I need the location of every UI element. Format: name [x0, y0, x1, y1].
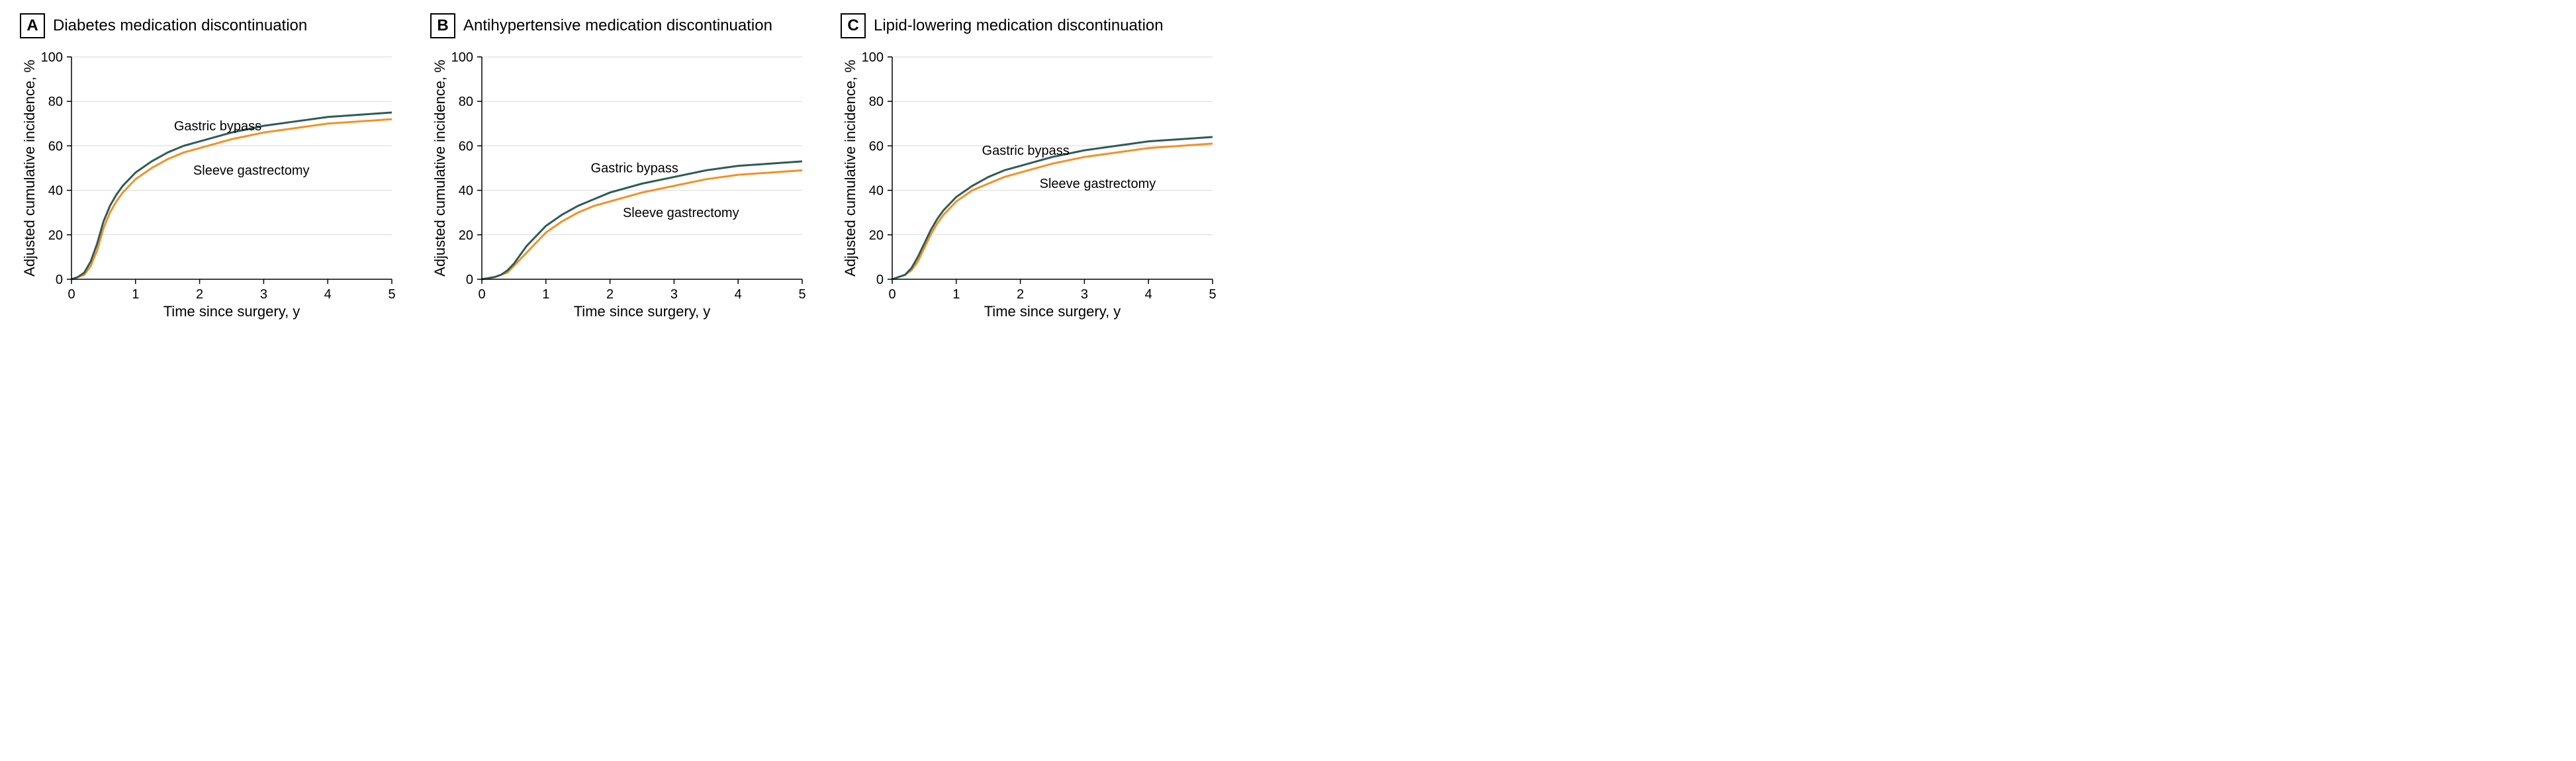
y-tick-label: 0 [876, 273, 884, 287]
chart: Gastric bypass Sleeve gastrectomy 0 1 2 3 4 5 0 2… [841, 48, 1224, 326]
x-axis-title: Time since surgery, y [574, 303, 711, 320]
y-tick-label: 40 [869, 184, 884, 199]
panel-a: A Diabetes medication discontinuation Gast… [20, 13, 404, 326]
panel-header: C Lipid-lowering medication discontinuati… [841, 13, 1224, 38]
y-tick-label: 0 [56, 273, 63, 287]
y-tick-label: 60 [459, 139, 473, 154]
x-tick-label: 4 [1145, 287, 1152, 302]
series-label: Sleeve gastrectomy [193, 163, 310, 178]
y-tick-label: 60 [48, 139, 63, 154]
x-tick-label: 1 [132, 287, 139, 302]
chart-svg: Gastric bypass Sleeve gastrectomy 0 1 2 3 4 5 0 2… [20, 48, 404, 326]
x-tick-label: 5 [1209, 287, 1216, 302]
x-axis-title: Time since surgery, y [163, 303, 300, 320]
x-tick-label: 3 [670, 287, 678, 302]
chart-svg: Gastric bypass Sleeve gastrectomy 0 1 2 3 4 5 0 2… [430, 48, 814, 326]
x-tick-label: 0 [888, 287, 896, 302]
series-label: Sleeve gastrectomy [623, 206, 739, 220]
x-tick-label: 2 [196, 287, 203, 302]
x-tick-label: 0 [68, 287, 75, 302]
panel-b: B Antihypertensive medication discontinua… [430, 13, 814, 326]
chart-svg: Gastric bypass Sleeve gastrectomy 0 1 2 3 4 5 0 2… [841, 48, 1224, 326]
y-tick-label: 20 [869, 228, 884, 243]
y-tick-label: 20 [459, 228, 473, 243]
x-tick-label: 2 [1017, 287, 1024, 302]
panel-header: A Diabetes medication discontinuation [20, 13, 404, 38]
x-tick-label: 0 [478, 287, 485, 302]
y-tick-label: 100 [451, 50, 473, 65]
x-tick-label: 4 [324, 287, 332, 302]
series-line [482, 170, 802, 279]
series-label: Gastric bypass [591, 161, 678, 176]
x-tick-label: 3 [1081, 287, 1088, 302]
y-tick-label: 40 [459, 184, 473, 199]
x-tick-label: 4 [735, 287, 742, 302]
panel-title: Lipid-lowering medication discontinuatio… [874, 17, 1164, 35]
panel-title: Diabetes medication discontinuation [53, 17, 307, 35]
y-tick-label: 80 [48, 95, 63, 109]
y-tick-label: 80 [459, 95, 473, 109]
chart: Gastric bypass Sleeve gastrectomy 0 1 2 3 4 5 0 2… [430, 48, 814, 326]
x-tick-label: 1 [542, 287, 549, 302]
y-axis-title: Adjusted cumulative incidence, % [21, 60, 38, 277]
series-line [892, 137, 1213, 279]
y-tick-label: 40 [48, 184, 63, 199]
chart: Gastric bypass Sleeve gastrectomy 0 1 2 3 4 5 0 2… [20, 48, 404, 326]
y-axis-title: Adjusted cumulative incidence, % [432, 60, 448, 277]
series-line [482, 161, 802, 279]
series-label: Gastric bypass [174, 119, 261, 134]
y-tick-label: 100 [862, 50, 884, 65]
panel-letter: B [430, 13, 455, 38]
panel-title: Antihypertensive medication discontinuat… [463, 17, 772, 35]
series-line [892, 144, 1213, 279]
y-tick-label: 60 [869, 139, 884, 154]
panel-header: B Antihypertensive medication discontinua… [430, 13, 814, 38]
x-axis-title: Time since surgery, y [984, 303, 1121, 320]
y-tick-label: 20 [48, 228, 63, 243]
figure-row: A Diabetes medication discontinuation Gast… [0, 0, 2576, 339]
x-tick-label: 3 [260, 287, 267, 302]
x-tick-label: 5 [388, 287, 395, 302]
panel-letter: C [841, 13, 866, 38]
y-tick-label: 0 [466, 273, 473, 287]
y-tick-label: 100 [41, 50, 63, 65]
series-line [71, 119, 392, 279]
y-axis-title: Adjusted cumulative incidence, % [842, 60, 858, 277]
x-tick-label: 2 [606, 287, 614, 302]
series-label: Sleeve gastrectomy [1040, 177, 1156, 191]
y-tick-label: 80 [869, 95, 884, 109]
x-tick-label: 5 [798, 287, 805, 302]
panel-letter: A [20, 13, 45, 38]
panel-c: C Lipid-lowering medication discontinuati… [841, 13, 1224, 326]
x-tick-label: 1 [952, 287, 960, 302]
series-label: Gastric bypass [982, 144, 1070, 158]
